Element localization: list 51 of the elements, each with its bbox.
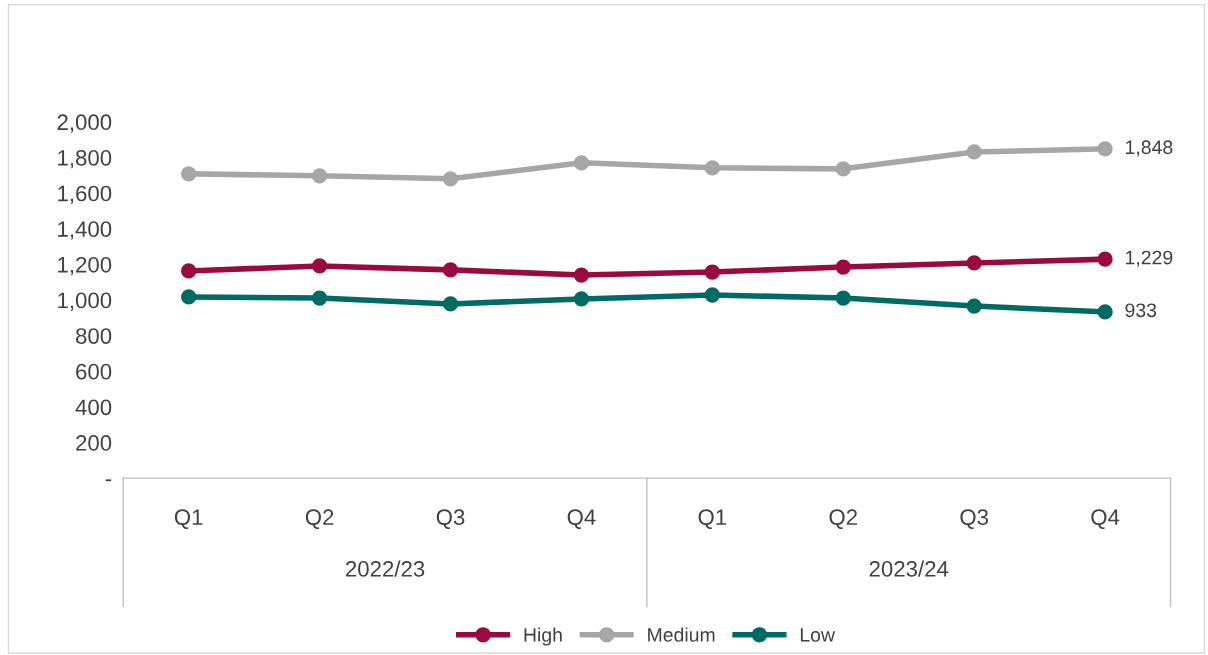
point [573,267,590,283]
y-tick-label: - [105,479,112,482]
point [573,155,590,171]
y-tick-label: 400 [75,399,112,416]
point [181,166,197,182]
point [1097,141,1113,157]
x-tick-label: Q4 [567,509,596,530]
point [835,290,851,306]
x-tick-label: Q4 [1091,509,1120,530]
point [311,290,328,306]
x-tick-label: Q1 [698,509,727,530]
point [181,263,197,279]
point [311,168,328,184]
y-tick-label: 600 [76,363,112,380]
point [704,160,720,176]
x-tick-label: Q3 [436,509,465,530]
point [1097,251,1113,267]
point [442,262,459,278]
data-label: 1,229 [1126,250,1173,267]
y-tick-label: 1,200 [58,256,112,276]
point [966,298,982,314]
point [311,258,328,274]
point [966,255,982,271]
y-tick-label: 1,600 [58,185,112,204]
point [181,289,197,305]
point [442,171,459,187]
y-tick-label: 800 [76,328,112,344]
y-tick-label: 200 [76,435,112,451]
point [1097,304,1113,320]
y-tick-label: 1,000 [58,292,112,311]
legend-label: High [524,627,562,646]
text: 2022/23 [346,560,425,577]
y-tick-label: 2,000 [57,114,112,133]
x-tick-label: Q1 [174,509,203,530]
point [704,287,720,303]
point [835,161,851,177]
point [966,144,982,160]
x-tick-label: Q2 [305,509,334,530]
text: 2023/24 [869,560,949,577]
legend-label: Medium [648,627,715,642]
data-label: 933 [1125,303,1157,318]
point [442,296,459,312]
legend-label: Low [800,628,836,642]
point [835,259,851,275]
data-label: 1,848 [1126,140,1173,157]
point [573,291,590,307]
y-tick-label: 1,800 [58,150,112,169]
x-tick-label: Q2 [829,509,857,530]
x-tick-label: Q3 [960,509,989,530]
point [704,264,720,280]
y-tick-label: 1,400 [58,221,112,240]
